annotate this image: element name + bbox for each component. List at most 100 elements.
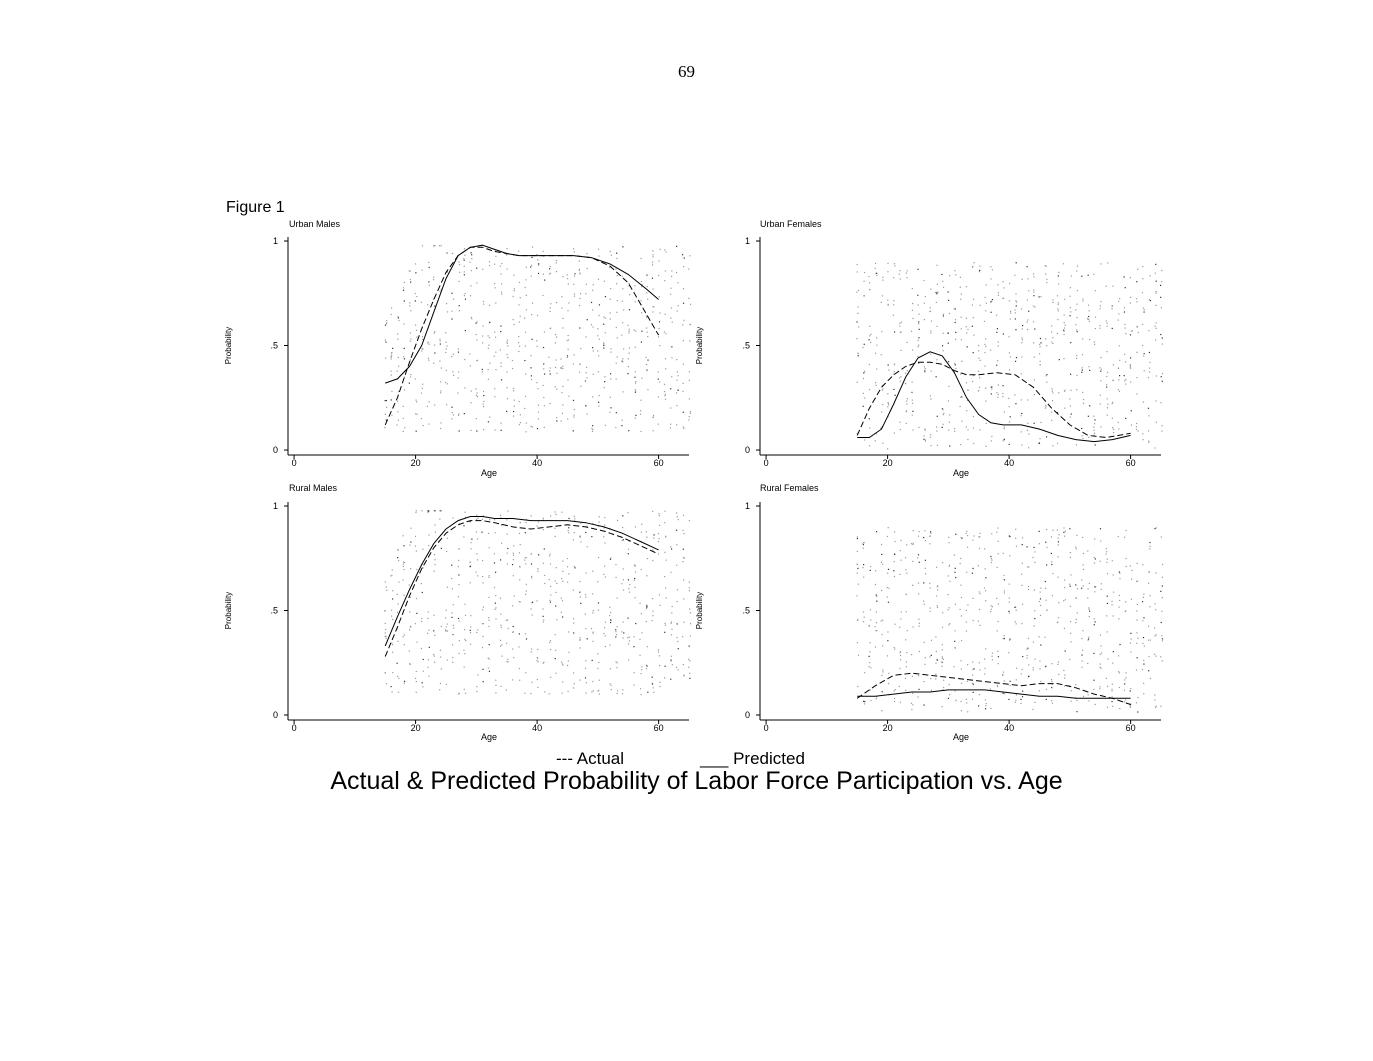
scatter-point: [645, 363, 648, 366]
scatter-point: [1107, 658, 1109, 660]
scatter-point: [592, 640, 594, 642]
scatter-point: [1076, 265, 1079, 267]
scatter-point: [408, 650, 410, 652]
scatter-point: [1154, 627, 1156, 629]
scatter-point: [936, 659, 939, 661]
scatter-point: [936, 566, 938, 568]
scatter-point: [598, 355, 600, 357]
scatter-point: [1142, 642, 1144, 644]
scatter-point: [857, 685, 859, 688]
scatter-point: [665, 251, 667, 253]
scatter-point: [1075, 546, 1077, 548]
scatter-point: [639, 410, 642, 412]
scatter-point: [493, 355, 495, 357]
scatter-point: [984, 708, 987, 710]
scatter-point: [996, 597, 998, 599]
scatter-point: [1038, 296, 1040, 298]
scatter-point: [688, 379, 690, 382]
scatter-point: [670, 622, 672, 624]
scatter-point: [615, 268, 617, 270]
scatter-point: [899, 428, 901, 431]
scatter-point: [446, 404, 448, 406]
scatter-point: [875, 611, 877, 613]
scatter-point: [856, 337, 858, 340]
scatter-point: [573, 683, 575, 685]
scatter-point: [1069, 307, 1071, 309]
scatter-point: [505, 619, 507, 621]
scatter-point: [1015, 699, 1017, 701]
scatter-point: [415, 399, 417, 401]
scatter-point: [458, 583, 460, 586]
scatter-point: [1020, 673, 1022, 675]
scatter-point: [463, 649, 465, 651]
scatter-point: [1076, 270, 1078, 272]
scatter-point: [912, 317, 914, 320]
scatter-point: [1124, 323, 1126, 326]
scatter-point: [616, 356, 618, 358]
scatter-point: [1155, 375, 1158, 377]
scatter-point: [495, 255, 497, 257]
scatter-point: [1099, 688, 1101, 690]
scatter-point: [863, 343, 865, 345]
scatter-point: [519, 315, 521, 317]
scatter-point: [899, 322, 901, 324]
scatter-point: [1028, 664, 1030, 666]
scatter-point: [683, 674, 685, 676]
scatter-point: [947, 697, 950, 699]
scatter-point: [1039, 343, 1041, 346]
scatter-point: [1033, 422, 1035, 424]
scatter-point: [1130, 598, 1133, 600]
scatter-point: [1099, 367, 1101, 369]
scatter-point: [997, 341, 999, 343]
scatter-point: [622, 589, 625, 591]
scatter-point: [1148, 351, 1151, 354]
scatter-point: [1161, 425, 1163, 427]
scatter-point: [675, 666, 678, 668]
scatter-point: [635, 381, 637, 383]
scatter-point: [628, 293, 631, 296]
scatter-point: [408, 270, 410, 272]
scatter-point: [1063, 627, 1066, 630]
scatter-point: [585, 692, 587, 694]
scatter-point: [458, 652, 460, 655]
scatter-point: [1057, 621, 1059, 623]
scatter-point: [1082, 552, 1085, 555]
scatter-point: [440, 245, 442, 247]
x-tick-label: 0: [292, 723, 297, 733]
scatter-point: [1033, 625, 1035, 627]
scatter-point: [1087, 639, 1089, 641]
scatter-point: [961, 537, 963, 539]
scatter-point: [416, 612, 418, 614]
scatter-point: [458, 620, 460, 622]
scatter-point: [996, 531, 998, 533]
scatter-point: [645, 356, 647, 359]
predicted-series-line: [385, 244, 659, 384]
scatter-point: [1106, 325, 1108, 327]
scatter-point: [1039, 614, 1042, 617]
scatter-point: [1129, 366, 1131, 368]
scatter-point: [627, 358, 629, 360]
scatter-point: [440, 392, 442, 394]
scatter-point: [391, 351, 393, 354]
scatter-point: [477, 674, 479, 676]
scatter-point: [1021, 356, 1023, 358]
scatter-point: [665, 536, 667, 538]
scatter-point: [973, 262, 975, 264]
scatter-point: [924, 559, 926, 561]
scatter-point: [397, 365, 400, 367]
scatter-point: [935, 662, 937, 664]
scatter-point: [1026, 299, 1028, 301]
scatter-point: [639, 602, 641, 604]
scatter-point: [856, 536, 859, 538]
scatter-point: [470, 402, 472, 404]
scatter-point: [513, 274, 515, 276]
scatter-point: [597, 667, 599, 670]
scatter-point: [1020, 308, 1023, 310]
scatter-point: [671, 605, 673, 608]
scatter-point: [598, 516, 600, 518]
scatter-point: [911, 708, 913, 711]
scatter-point: [997, 620, 999, 623]
scatter-point: [990, 558, 993, 560]
scatter-point: [1154, 447, 1156, 449]
scatter-point: [1069, 315, 1071, 317]
